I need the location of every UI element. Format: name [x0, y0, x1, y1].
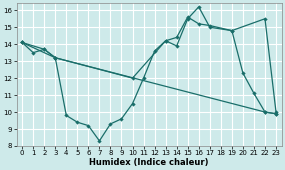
X-axis label: Humidex (Indice chaleur): Humidex (Indice chaleur) [89, 158, 209, 167]
